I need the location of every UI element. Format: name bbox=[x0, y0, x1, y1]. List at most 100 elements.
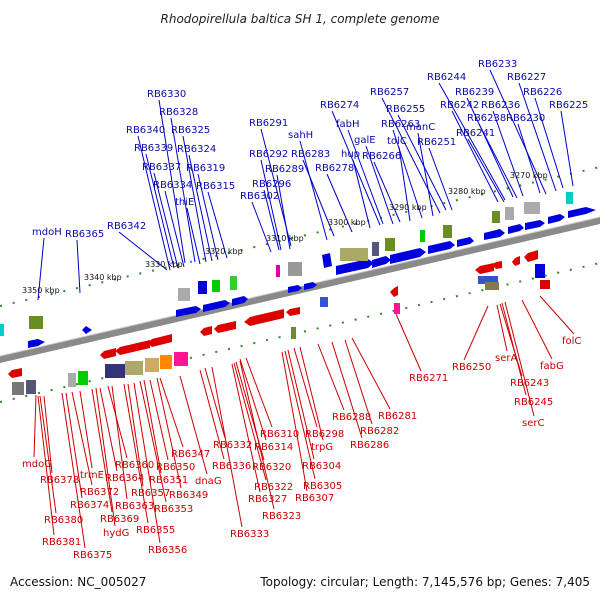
reverse-gene-leader-line bbox=[143, 379, 162, 474]
forward-gene-label: RB6319 bbox=[186, 163, 225, 174]
feature-block bbox=[212, 280, 220, 292]
reverse-gene-leader-line bbox=[123, 383, 149, 524]
feature-block bbox=[78, 371, 88, 385]
forward-gene-label: RB6244 bbox=[427, 72, 466, 83]
reverse-gene-label: RB6357 bbox=[131, 488, 170, 499]
feature-block bbox=[160, 355, 172, 369]
reverse-gene-leader-line bbox=[351, 337, 391, 410]
feature-block bbox=[385, 238, 395, 251]
gene-arrow bbox=[336, 259, 374, 275]
reverse-gene-label: RB6336 bbox=[212, 461, 251, 472]
feature-block bbox=[174, 352, 188, 366]
reverse-gene-leader-line bbox=[496, 304, 508, 352]
gene-arrow bbox=[508, 224, 524, 234]
feature-block bbox=[276, 265, 280, 277]
forward-gene-label: RB6334 bbox=[153, 180, 192, 191]
forward-gene-leader-line bbox=[365, 145, 394, 225]
reverse-gene-label: RB6375 bbox=[73, 550, 112, 561]
gene-arrow bbox=[82, 326, 92, 334]
reverse-gene-label: RB6327 bbox=[248, 494, 287, 505]
forward-gene-leader-line bbox=[467, 138, 505, 203]
forward-gene-label: RB6340 bbox=[126, 125, 165, 136]
reverse-gene-label: RB6374 bbox=[70, 500, 109, 511]
reverse-gene-leader-line bbox=[331, 341, 363, 439]
forward-gene-leader-line bbox=[137, 135, 171, 271]
gene-arrow bbox=[428, 241, 455, 254]
reverse-gene-label: RB6281 bbox=[378, 411, 417, 422]
reverse-gene-label: RB6380 bbox=[44, 515, 83, 526]
gene-block bbox=[320, 297, 328, 307]
reverse-gene-label: RB6378 bbox=[40, 475, 79, 486]
forward-gene-label: RB6302 bbox=[240, 191, 279, 202]
reverse-gene-leader-line bbox=[159, 377, 184, 448]
forward-gene-label: RB6266 bbox=[362, 151, 401, 162]
forward-gene-leader-line bbox=[489, 69, 547, 195]
reverse-gene-leader-line bbox=[463, 305, 489, 361]
forward-gene-label: RB6263 bbox=[381, 119, 420, 130]
forward-gene-labels: RB6233 RB6227 RB6244 RB6239 RB6226 RB6257 RB63… bbox=[32, 59, 588, 240]
kbp-tick-label: 3350 kbp bbox=[22, 286, 60, 295]
forward-gene-label: RB6296 bbox=[252, 179, 291, 190]
gene-arrow bbox=[286, 307, 300, 316]
forward-gene-leader-line bbox=[417, 132, 434, 217]
forward-gene-leader-line bbox=[347, 129, 384, 225]
reverse-gene-label: RB6307 bbox=[295, 493, 334, 504]
gene-arrow bbox=[457, 237, 474, 247]
forward-gene-label: RB6315 bbox=[196, 181, 235, 192]
feature-block bbox=[340, 248, 368, 261]
forward-gene-leader-line bbox=[251, 201, 272, 253]
forward-gene-label: RB6227 bbox=[507, 72, 546, 83]
forward-gene-leader-line bbox=[145, 153, 175, 269]
forward-gene-label: RB6325 bbox=[171, 125, 210, 136]
forward-gene-leader-line bbox=[466, 97, 514, 198]
reverse-gene-label: RB6305 bbox=[303, 481, 342, 492]
forward-gene-label: RB6242 bbox=[440, 100, 479, 111]
gene-arrow bbox=[372, 256, 391, 268]
reverse-gene-label: serA bbox=[495, 353, 517, 364]
forward-gene-label: RB6239 bbox=[455, 87, 494, 98]
forward-gene-leader-line bbox=[207, 191, 228, 259]
genome-axis bbox=[0, 217, 600, 363]
gene-arrow bbox=[232, 296, 248, 306]
feature-block bbox=[505, 207, 514, 220]
gene-arrow bbox=[214, 321, 236, 333]
forward-gene-leader-line bbox=[76, 239, 81, 294]
forward-gene-leader-line bbox=[492, 110, 524, 197]
forward-gene-leader-line bbox=[37, 237, 45, 301]
reverse-gene-label: RB6250 bbox=[452, 362, 491, 373]
reverse-gene-label: RB6314 bbox=[254, 442, 293, 453]
gene-arrow bbox=[304, 282, 317, 290]
reverse-strand-features bbox=[8, 250, 550, 378]
forward-gene-leader-line bbox=[373, 161, 401, 223]
gene-arrow bbox=[115, 340, 150, 355]
forward-gene-label: RB6255 bbox=[386, 104, 425, 115]
reverse-gene-leader-line bbox=[239, 358, 267, 441]
reverse-gene-leader-line bbox=[133, 382, 161, 544]
reverse-gene-leader-line bbox=[95, 387, 116, 527]
forward-strand-features bbox=[28, 207, 596, 348]
gene-arrow bbox=[244, 309, 284, 326]
reverse-gene-leader-line bbox=[245, 357, 273, 428]
reverse-gene-label: RB6332 bbox=[213, 440, 252, 451]
reverse-gene-leader-line bbox=[111, 385, 128, 500]
forward-gene-label: mdoH bbox=[32, 227, 62, 238]
gene-arrow bbox=[568, 207, 596, 218]
reverse-gene-leader-line bbox=[33, 394, 37, 458]
forward-gene-leader-line bbox=[299, 140, 328, 241]
forward-gene-leader-line bbox=[451, 110, 499, 203]
forward-gene-label: RB6236 bbox=[481, 100, 520, 111]
forward-gene-leader-line bbox=[164, 190, 185, 268]
feature-block bbox=[492, 211, 500, 223]
reverse-gene-label: RB6333 bbox=[230, 529, 269, 540]
reverse-gene-label: RB6271 bbox=[409, 373, 448, 384]
forward-gene-label: RB6238 bbox=[467, 113, 506, 124]
forward-gene-leader-line bbox=[182, 135, 207, 263]
gene-block bbox=[198, 281, 207, 294]
gene-arrow bbox=[147, 334, 172, 347]
feature-block bbox=[230, 276, 237, 290]
reverse-gene-label: trmE bbox=[80, 470, 104, 481]
reverse-gene-leader-line bbox=[107, 385, 128, 459]
kbp-tick-label: 3310 kbp bbox=[266, 234, 304, 243]
forward-gene-label: RB6342 bbox=[107, 221, 146, 232]
